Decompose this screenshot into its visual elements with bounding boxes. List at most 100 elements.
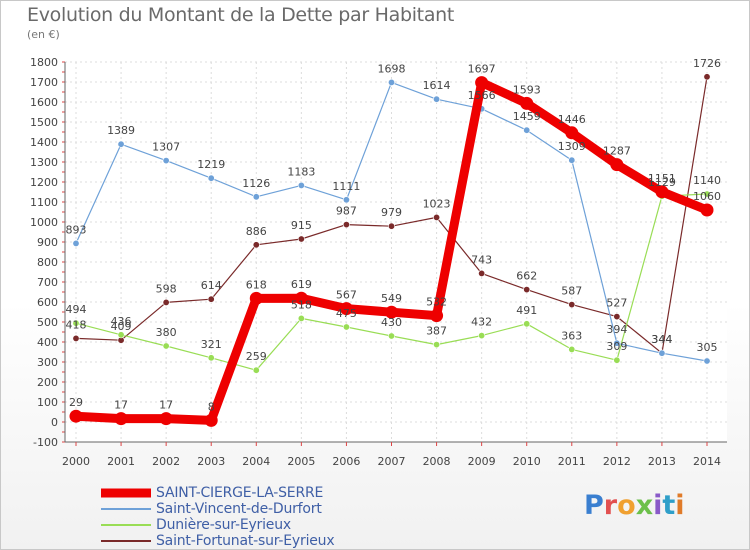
y-tick-label: 700	[37, 276, 58, 289]
data-label: 8	[208, 400, 215, 413]
data-point	[703, 357, 711, 365]
data-label: 1060	[693, 190, 721, 203]
x-tick-label: 2010	[513, 455, 541, 468]
series-1	[69, 76, 714, 427]
data-label: 305	[697, 341, 718, 354]
data-label: 549	[381, 292, 402, 305]
data-label: 1698	[378, 62, 406, 75]
legend-label: Saint-Vincent-de-Durfort	[156, 501, 322, 517]
y-tick-label: 200	[37, 376, 58, 389]
data-label: 1023	[423, 197, 451, 210]
series-4	[72, 73, 711, 357]
x-tick-label: 2002	[152, 455, 180, 468]
data-point	[387, 78, 395, 86]
data-point	[72, 319, 80, 327]
data-label: 1287	[603, 145, 631, 158]
data-point	[430, 309, 444, 323]
data-point	[478, 269, 486, 277]
data-point	[658, 349, 666, 357]
legend-label: SAINT-CIERGE-LA-SERRE	[156, 485, 324, 501]
x-tick-label: 2000	[62, 455, 90, 468]
data-label: 17	[159, 399, 173, 412]
x-tick-label: 2014	[693, 455, 721, 468]
data-point	[294, 291, 308, 305]
data-point	[162, 342, 170, 350]
data-label: 1459	[513, 110, 541, 123]
data-label: 518	[291, 298, 312, 311]
y-tick-label: 1500	[30, 116, 58, 129]
data-point	[478, 332, 486, 340]
data-label: 321	[201, 338, 222, 351]
data-labels-2: 893 1389 1307 1219 1126 1183 1111 1698 1614 1566 1…	[66, 62, 718, 354]
y-tick-label: 400	[37, 336, 58, 349]
data-label: 394	[606, 323, 627, 336]
data-label: 1219	[197, 158, 225, 171]
data-point	[520, 96, 534, 110]
y-tick-label: 1200	[30, 176, 58, 189]
data-point	[523, 320, 531, 328]
data-label: 430	[381, 316, 402, 329]
x-tick-label: 2004	[242, 455, 270, 468]
data-label: 1389	[107, 124, 135, 137]
data-point	[249, 291, 263, 305]
data-label: 1309	[558, 140, 586, 153]
data-label: 587	[561, 285, 582, 298]
data-label: 987	[336, 205, 357, 218]
data-point	[207, 174, 215, 182]
y-tick-label: 1400	[30, 136, 58, 149]
data-point	[387, 332, 395, 340]
data-point	[297, 235, 305, 243]
data-label: 491	[516, 304, 537, 317]
data-label: 432	[471, 316, 492, 329]
chart-subtitle: (en €)	[27, 28, 60, 41]
data-label: 886	[246, 225, 267, 238]
y-tick-label: 0	[51, 416, 58, 429]
chart-title: Evolution du Montant de la Dette par Hab…	[27, 4, 455, 26]
data-label: 979	[381, 206, 402, 219]
data-point	[339, 302, 353, 316]
data-label: 1129	[648, 176, 676, 189]
data-label: 1151	[648, 172, 676, 185]
data-label: 1140	[693, 174, 721, 187]
data-point	[114, 412, 128, 426]
data-point	[523, 286, 531, 294]
data-label: 475	[336, 307, 357, 320]
data-point	[72, 239, 80, 247]
series-2	[72, 78, 711, 365]
data-point	[252, 241, 260, 249]
x-tick-label: 2012	[603, 455, 631, 468]
y-tick-label: 100	[37, 396, 58, 409]
data-label: 409	[111, 320, 132, 333]
data-point	[610, 158, 624, 172]
data-point	[523, 126, 531, 134]
data-label: 344	[651, 333, 672, 346]
data-point	[204, 413, 218, 427]
data-label: 1111	[332, 180, 360, 193]
data-point	[703, 73, 711, 81]
proxiti-logo: Proxiti	[584, 490, 685, 521]
data-label: 29	[69, 396, 83, 409]
data-label: 1593	[513, 83, 541, 96]
data-label: 380	[156, 326, 177, 339]
data-label: 17	[114, 399, 128, 412]
legend-label: Saint-Fortunat-sur-Eyrieux	[156, 533, 335, 549]
x-tick-label: 2009	[468, 455, 496, 468]
x-tick-label: 2007	[378, 455, 406, 468]
data-point	[162, 157, 170, 165]
data-label: 418	[66, 318, 87, 331]
data-label: 1614	[423, 79, 451, 92]
data-label: 1566	[468, 89, 496, 102]
data-point	[297, 314, 305, 322]
data-point	[342, 221, 350, 229]
data-point	[387, 222, 395, 230]
data-label: 259	[246, 350, 267, 363]
data-point	[433, 213, 441, 221]
data-point	[252, 193, 260, 201]
y-tick-label: 300	[37, 356, 58, 369]
data-point	[297, 181, 305, 189]
data-label: 363	[561, 329, 582, 342]
y-tick-label: 1300	[30, 156, 58, 169]
data-label: 598	[156, 282, 177, 295]
data-point	[475, 76, 489, 90]
